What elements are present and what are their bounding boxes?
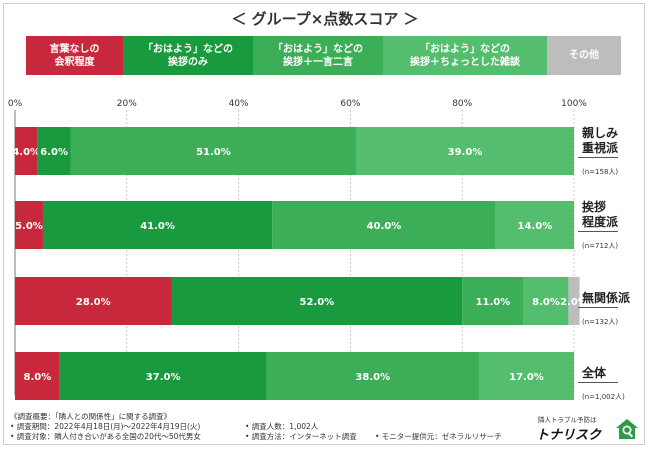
bar-segment <box>355 127 574 175</box>
data-label: 5.0% <box>15 221 43 232</box>
data-label: 39.0% <box>448 147 483 158</box>
bar-segment <box>462 277 524 325</box>
bar-segment <box>15 352 60 400</box>
data-label: 11.0% <box>476 297 511 308</box>
house-search-icon <box>616 419 638 439</box>
bar-segment <box>15 201 43 249</box>
bar-segment <box>15 277 172 325</box>
bar-segment <box>495 201 574 249</box>
x-tick-label: 80% <box>452 99 472 109</box>
data-label: 6.0% <box>40 147 68 158</box>
legend-item-1: 言葉なしの 会釈程度 <box>26 36 123 75</box>
survey-method: • 調査方法：インターネット調査 <box>245 432 357 441</box>
x-tick-label: 60% <box>340 99 360 109</box>
category-label: 全体 <box>582 366 607 380</box>
x-tick-label: 20% <box>117 99 137 109</box>
bar-segment <box>70 127 356 175</box>
sample-size: (n=1,002人) <box>582 393 625 401</box>
logo-brand: トナリスク <box>536 428 602 443</box>
survey-count: • 調査人数：1,002人 <box>245 422 319 431</box>
bar-segment <box>59 352 267 400</box>
data-label: 4.0% <box>12 147 40 158</box>
legend-item-2: 「おはよう」などの 挨拶のみ <box>123 36 253 75</box>
bar-segment <box>42 201 273 249</box>
bar-segment <box>171 277 463 325</box>
chart-title: ＜ グループ×点数スコア ＞ <box>231 10 419 28</box>
category-label: 挨拶 程度派 <box>582 200 619 229</box>
survey-provider: • モニター提供元：ゼネラルリサーチ <box>375 432 502 441</box>
data-label: 14.0% <box>518 221 553 232</box>
x-tick-label: 100% <box>561 99 587 109</box>
data-label: 8.0% <box>23 372 51 383</box>
category-label: 無関係派 <box>582 291 631 305</box>
data-label: 38.0% <box>355 372 390 383</box>
legend-item-3: 「おはよう」などの 挨拶＋一言二言 <box>253 36 383 75</box>
survey-target: • 調査対象：隣人付き合いがある全国の20代～50代男女 <box>10 432 201 441</box>
category-label: 親しみ 重視派 <box>582 126 619 155</box>
data-label: 51.0% <box>196 147 231 158</box>
data-label: 2.0% <box>560 297 588 308</box>
sample-size: (n=712人) <box>582 242 619 250</box>
survey-overview: 《調査概要：「隣人との関係性」に関する調査》 <box>10 412 172 421</box>
bar-segment <box>15 127 38 175</box>
chart-frame <box>3 3 645 445</box>
logo-tagline: 隣人トラブル予防は <box>538 416 597 424</box>
data-label: 28.0% <box>76 297 111 308</box>
data-label: 40.0% <box>367 221 402 232</box>
legend-item-5: その他 <box>547 36 621 75</box>
data-label: 41.0% <box>140 221 175 232</box>
data-label: 8.0% <box>532 297 560 308</box>
bar-segment <box>478 352 574 400</box>
legend-item-4: 「おはよう」などの 挨拶＋ちょっとした雑談 <box>383 36 547 75</box>
data-label: 52.0% <box>300 297 335 308</box>
survey-period: • 調査期間：2022年4月18日(月)～2022年4月19日(火) <box>10 422 201 431</box>
brand-logo: 隣人トラブル予防は トナリスク <box>532 412 642 444</box>
data-label: 37.0% <box>146 372 181 383</box>
x-tick-label: 40% <box>229 99 249 109</box>
x-tick-label: 0% <box>8 99 23 109</box>
data-label: 17.0% <box>509 372 544 383</box>
category-underline <box>578 157 618 158</box>
category-underline <box>578 307 618 308</box>
bar-segment <box>523 277 569 325</box>
bar-segment <box>272 201 496 249</box>
sample-size: (n=158人) <box>582 168 619 176</box>
bar-segment <box>37 127 71 175</box>
category-underline <box>578 382 618 383</box>
bar-segment <box>568 277 580 325</box>
bar-segment <box>266 352 479 400</box>
category-underline <box>578 231 618 232</box>
survey-footer: 《調査概要：「隣人との関係性」に関する調査》 • 調査期間：2022年4月18日… <box>10 412 502 442</box>
sample-size: (n=132人) <box>582 318 619 326</box>
